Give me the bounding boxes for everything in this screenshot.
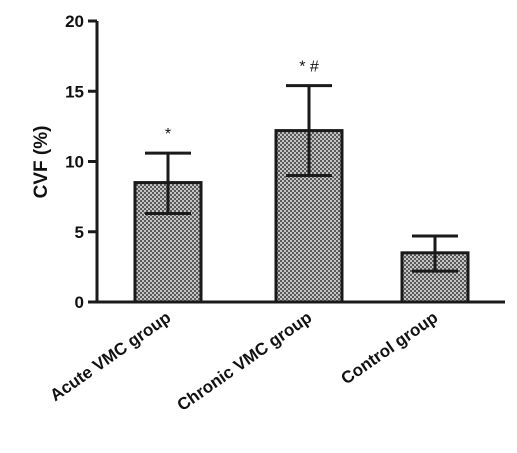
y-tick-label: 10 [65, 153, 84, 172]
x-tick-label-1: Acute VMC group [47, 308, 175, 405]
significance-mark-1: * [165, 126, 171, 143]
y-tick-label: 15 [65, 82, 84, 101]
significance-mark-2: * # [299, 59, 319, 76]
y-tick-label: 5 [75, 223, 84, 242]
y-tick-label: 0 [75, 293, 84, 312]
y-tick-label: 20 [65, 12, 84, 31]
y-ticks: 0 5 10 15 20 [65, 12, 97, 312]
x-tick-labels: Acute VMC group Chronic VMC group Control … [47, 308, 442, 415]
y-axis-label: CVF (%) [31, 126, 52, 199]
bars [135, 131, 468, 302]
x-tick-label-2: Chronic VMC group [174, 308, 316, 415]
x-tick-label-3: Control group [338, 308, 442, 389]
